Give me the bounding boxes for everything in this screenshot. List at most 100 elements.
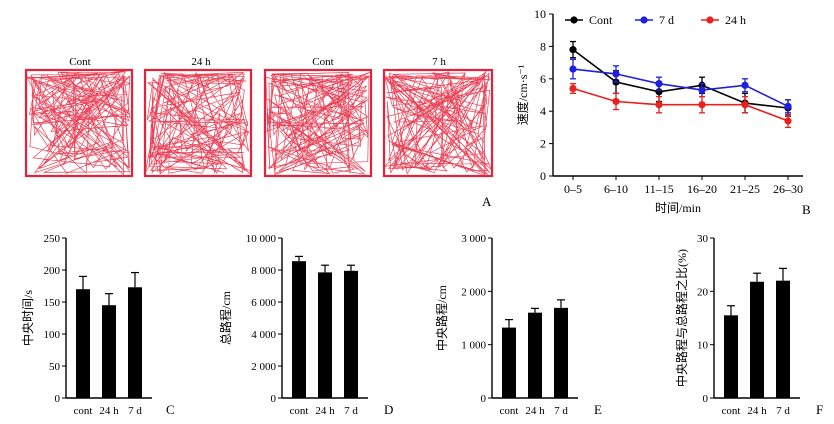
y-tick-label: 6 000: [251, 297, 276, 309]
y-tick-label: 4: [540, 104, 546, 118]
x-axis-title: 时间/min: [655, 201, 701, 215]
bar-7-d: [776, 280, 790, 398]
series-line: [572, 87, 789, 122]
trajectory-image-3: [263, 68, 373, 178]
trajectory-border: [263, 68, 373, 178]
y-tick-label: 100: [44, 329, 61, 341]
series-line: [572, 48, 789, 109]
y-axis-title: 总路程/cm: [218, 290, 233, 345]
y-tick-label: 8 000: [251, 265, 276, 277]
center-distance-bar-chart: 0 1 000 2 000 3 000 cont 24 h 7 d 中央路程/cm: [434, 233, 578, 417]
y-tick-label: 4 000: [251, 329, 276, 341]
x-tick-label: 7 d: [554, 405, 568, 417]
data-point: [698, 86, 706, 94]
trajectory-border: [143, 68, 253, 178]
trajectory-panel: Cont 24 h Cont 7 h: [0, 0, 520, 200]
y-tick-label: 2 000: [251, 361, 276, 373]
panel-label-a: A: [482, 194, 492, 209]
x-tick-label: 26–30: [773, 182, 803, 196]
x-tick-label: 6–10: [604, 182, 628, 196]
y-tick-label: 150: [44, 297, 61, 309]
bar-7-d: [344, 270, 358, 398]
y-tick-label: 10: [697, 340, 709, 352]
bar-7-d: [128, 287, 142, 398]
x-tick-label: 7 d: [344, 405, 358, 417]
data-point: [569, 65, 577, 73]
panel-label-c: C: [166, 402, 175, 417]
total-distance-bar-chart: 0 2 000 4 000 6 000 8 000 10 000 cont 24 h 7 d 总路…: [218, 233, 368, 417]
track-label-3: Cont: [312, 56, 334, 68]
y-tick-label: 20: [697, 286, 709, 298]
trajectory-path: [25, 70, 131, 176]
bar-24-h: [102, 305, 116, 398]
bar-cont: [502, 327, 516, 398]
x-tick-label: 0–5: [564, 182, 582, 196]
y-tick-label: 1 000: [461, 340, 486, 352]
x-tick-label: 7 d: [128, 405, 142, 417]
x-tick-label: cont: [290, 405, 309, 417]
bar-7-d: [554, 307, 568, 398]
trajectory-path: [265, 71, 371, 176]
x-tick-label: 24 h: [525, 405, 545, 417]
x-tick-label: 24 h: [99, 405, 119, 417]
bar-cont: [724, 315, 738, 398]
y-tick-label: 6: [540, 72, 546, 86]
y-tick-label: 3 000: [461, 233, 486, 245]
legend-marker: [570, 16, 578, 24]
bar-cont: [292, 261, 306, 398]
bar-24-h: [318, 272, 332, 398]
series-line: [572, 68, 789, 108]
y-tick-label: 0: [271, 393, 277, 405]
legend-label: 24 h: [725, 13, 746, 27]
trajectory-images: [24, 68, 494, 178]
bar-24-h: [528, 312, 542, 398]
series-2: [569, 83, 792, 129]
x-tick-label: 24 h: [747, 405, 767, 417]
legend-label: 7 d: [659, 13, 674, 27]
data-point: [698, 101, 706, 109]
data-point: [655, 101, 663, 109]
x-tick-label: 11–15: [644, 182, 674, 196]
y-tick-label: 0: [540, 169, 546, 183]
data-point: [784, 102, 792, 110]
y-axis-title: 中央时间/s: [20, 290, 35, 346]
center-ratio-bar-chart: 0 10 20 30 cont 24 h 7 d 中央路程与总路程之比(%): [674, 233, 800, 417]
track-label-2: 24 h: [191, 56, 211, 68]
y-axis-title: 速度/cm·s⁻¹: [515, 64, 530, 125]
trajectory-path: [145, 71, 251, 175]
x-tick-label: cont: [722, 405, 741, 417]
legend-marker: [706, 16, 714, 24]
panel-label-f: F: [816, 402, 824, 417]
data-point: [741, 81, 749, 89]
data-point: [741, 101, 749, 109]
x-tick-label: 16–20: [687, 182, 717, 196]
trajectory-image-4: [382, 68, 494, 178]
y-axis-title: 中央路程与总路程之比(%): [674, 249, 689, 387]
y-tick-label: 50: [49, 361, 61, 373]
y-tick-label: 2: [540, 137, 546, 151]
panel-label-e: E: [594, 402, 602, 417]
y-tick-label: 0: [55, 393, 61, 405]
x-tick-label: cont: [500, 405, 519, 417]
trajectory-image-1: [24, 68, 134, 178]
bar-24-h: [750, 281, 764, 398]
panel-label-d: D: [384, 402, 394, 417]
y-tick-label: 10: [534, 7, 546, 21]
x-tick-label: cont: [74, 405, 93, 417]
center-time-bar-chart: 0 50 100 150 200 250 cont 24 h 7 d 中央时间/s: [20, 233, 152, 417]
y-tick-label: 2 000: [461, 286, 486, 298]
y-tick-label: 0: [703, 393, 709, 405]
legend-marker: [640, 16, 648, 24]
data-point: [612, 70, 620, 78]
panel-label-b: B: [802, 202, 811, 217]
y-tick-label: 0: [481, 393, 487, 405]
trajectory-path: [383, 70, 493, 177]
legend-label: Cont: [589, 13, 613, 27]
y-axis-title: 中央路程/cm: [434, 284, 449, 351]
y-tick-label: 200: [44, 265, 61, 277]
x-tick-label: 21–25: [730, 182, 760, 196]
data-point: [569, 46, 577, 54]
data-point: [569, 84, 577, 93]
track-label-4: 7 h: [432, 56, 446, 68]
data-point: [612, 97, 620, 106]
